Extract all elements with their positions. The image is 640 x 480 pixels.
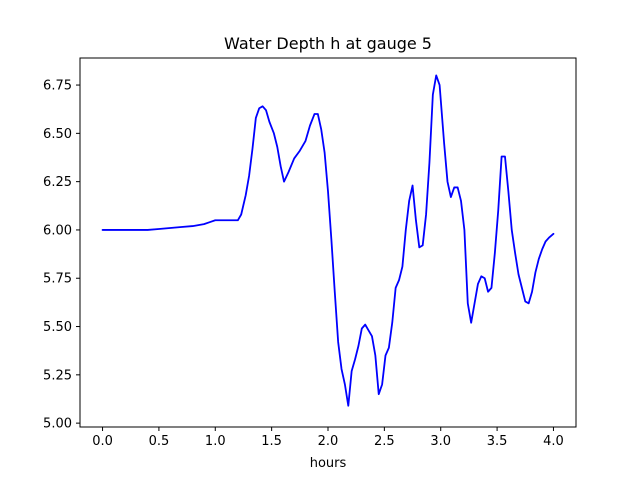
x-tick-label: 0.0 <box>92 434 113 449</box>
x-tick-label: 2.0 <box>318 434 339 449</box>
y-tick-label: 6.75 <box>43 79 72 94</box>
chart-title: Water Depth h at gauge 5 <box>224 34 432 53</box>
x-axis-label: hours <box>310 456 347 471</box>
y-tick-label: 5.50 <box>43 320 72 335</box>
x-tick-label: 1.5 <box>261 434 282 449</box>
y-tick-label: 6.25 <box>43 175 72 190</box>
y-tick-label: 5.25 <box>43 368 72 383</box>
y-tick-label: 6.00 <box>43 223 72 238</box>
x-tick-label: 3.0 <box>430 434 451 449</box>
x-tick-label: 0.5 <box>149 434 170 449</box>
y-tick-label: 5.75 <box>43 272 72 287</box>
y-tick-label: 5.00 <box>43 417 72 432</box>
series-line-1 <box>101 74 555 407</box>
x-tick-label: 1.0 <box>205 434 226 449</box>
plot-area: 0.0 0.5 1.0 1.5 2.0 2.5 3.0 3.5 4.0 5.00 5.25 5.50 5… <box>43 57 577 449</box>
x-tick-label: 4.0 <box>543 434 564 449</box>
y-tick-label: 6.50 <box>43 127 72 142</box>
x-tick-label: 3.5 <box>487 434 508 449</box>
x-tick-label: 2.5 <box>374 434 395 449</box>
